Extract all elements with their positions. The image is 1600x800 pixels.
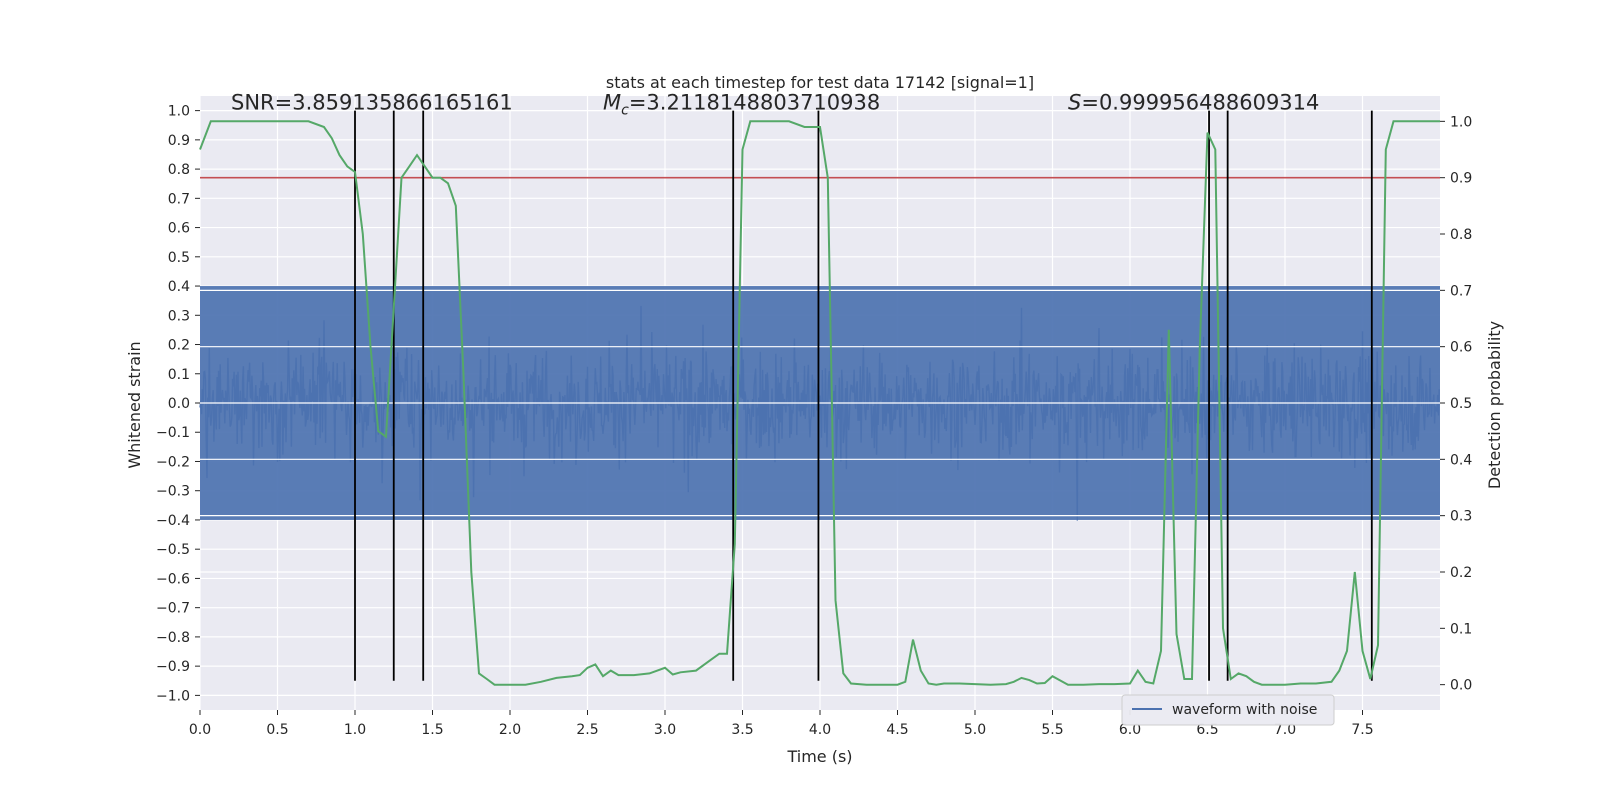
y-tick-label: −0.3 <box>156 484 190 500</box>
s-symbol: S <box>1068 91 1081 115</box>
chirp-mass-subscript: c <box>621 103 629 119</box>
x-tick-label: 7.0 <box>1274 722 1296 738</box>
y-axis-label: Whitened strain <box>125 341 144 468</box>
y-right-tick-label: 0.7 <box>1450 283 1472 299</box>
y-axis-ticks: 1.0 0.9 0.8 0.7 0.6 0.5 0.4 0.3 0.2 0.1 0.0 −0.1 −0.… <box>156 104 200 704</box>
y-tick-label: −0.7 <box>156 601 190 617</box>
s-annotation: S=0.999956488609314 <box>1068 91 1319 115</box>
snr-annotation: SNR=3.859135866165161 <box>231 91 513 115</box>
x-tick-label: 5.0 <box>964 722 986 738</box>
y-tick-label: −0.6 <box>156 571 190 587</box>
legend: waveform with noise <box>1121 694 1335 726</box>
x-tick-label: 0.5 <box>266 722 288 738</box>
x-tick-label: 2.0 <box>499 722 521 738</box>
y-tick-label: −0.9 <box>156 659 190 675</box>
x-tick-label: 7.5 <box>1351 722 1373 738</box>
y-tick-label: −0.5 <box>156 542 190 558</box>
right-axis-grid-lines <box>200 289 1440 573</box>
chirp-mass-value: =3.2118148803710938 <box>629 91 880 115</box>
x-tick-label: 3.5 <box>731 722 753 738</box>
y-right-tick-label: 0.8 <box>1450 227 1472 243</box>
y-right-tick-label: 0.1 <box>1450 621 1472 637</box>
y-tick-label: 1.0 <box>168 104 190 120</box>
x-tick-label: 0.0 <box>189 722 211 738</box>
y-tick-label: 0.4 <box>168 279 190 295</box>
y-tick-label: −0.8 <box>156 630 190 646</box>
y-tick-label: −0.2 <box>156 454 190 470</box>
x-tick-label: 6.5 <box>1196 722 1218 738</box>
x-tick-label: 4.0 <box>809 722 831 738</box>
x-tick-label: 2.5 <box>576 722 598 738</box>
y-tick-label: 0.8 <box>168 162 190 178</box>
y-right-axis-ticks: 1.0 0.9 0.8 0.7 0.6 0.5 0.4 0.3 0.2 0.1 0.0 <box>1440 114 1472 694</box>
x-tick-label: 1.5 <box>421 722 443 738</box>
x-axis-ticks: 0.0 0.5 1.0 1.5 2.0 2.5 3.0 3.5 4.0 4.5 5.0 5.5 6.0 6… <box>189 710 1374 738</box>
y-tick-label: 0.1 <box>168 367 190 383</box>
y-right-tick-label: 0.9 <box>1450 171 1472 187</box>
y-tick-label: −0.4 <box>156 513 190 529</box>
y-right-tick-label: 0.3 <box>1450 509 1472 525</box>
y-tick-label: 0.2 <box>168 338 190 354</box>
x-tick-label: 4.5 <box>886 722 908 738</box>
annotations: SNR=3.859135866165161 Mc=3.2118148803710… <box>231 91 1319 119</box>
x-tick-label: 3.0 <box>654 722 676 738</box>
y-tick-label: −1.0 <box>156 688 190 704</box>
chirp-mass-symbol: M <box>603 91 621 115</box>
y-right-tick-label: 1.0 <box>1450 114 1472 130</box>
y-tick-label: 0.3 <box>168 308 190 324</box>
y-tick-label: 0.6 <box>168 221 190 237</box>
x-axis-label: Time (s) <box>786 747 852 766</box>
y-right-tick-label: 0.0 <box>1450 678 1472 694</box>
s-value: =0.999956488609314 <box>1081 91 1319 115</box>
x-tick-label: 1.0 <box>344 722 366 738</box>
probability-series <box>199 120 1440 686</box>
x-tick-label: 6.0 <box>1119 722 1141 738</box>
legend-box <box>1121 694 1335 726</box>
chart-title: stats at each timestep for test data 171… <box>606 73 1034 92</box>
y-tick-label: 0.5 <box>168 250 190 266</box>
y-right-axis-label: Detection probability <box>1485 321 1504 489</box>
y-tick-label: 0.9 <box>168 133 190 149</box>
y-right-tick-label: 0.2 <box>1450 565 1472 581</box>
x-tick-label: 5.5 <box>1041 722 1063 738</box>
y-right-tick-label: 0.5 <box>1450 396 1472 412</box>
y-tick-label: 0.0 <box>168 396 190 412</box>
event-lines <box>354 110 1373 681</box>
detection-probability-line <box>199 120 1440 686</box>
legend-label-waveform: waveform with noise <box>1172 702 1317 718</box>
y-tick-label: 0.7 <box>168 191 190 207</box>
y-right-tick-label: 0.6 <box>1450 340 1472 356</box>
y-tick-label: −0.1 <box>156 425 190 441</box>
chirp-mass-annotation: Mc=3.2118148803710938 <box>603 91 880 119</box>
y-right-tick-label: 0.4 <box>1450 452 1472 468</box>
